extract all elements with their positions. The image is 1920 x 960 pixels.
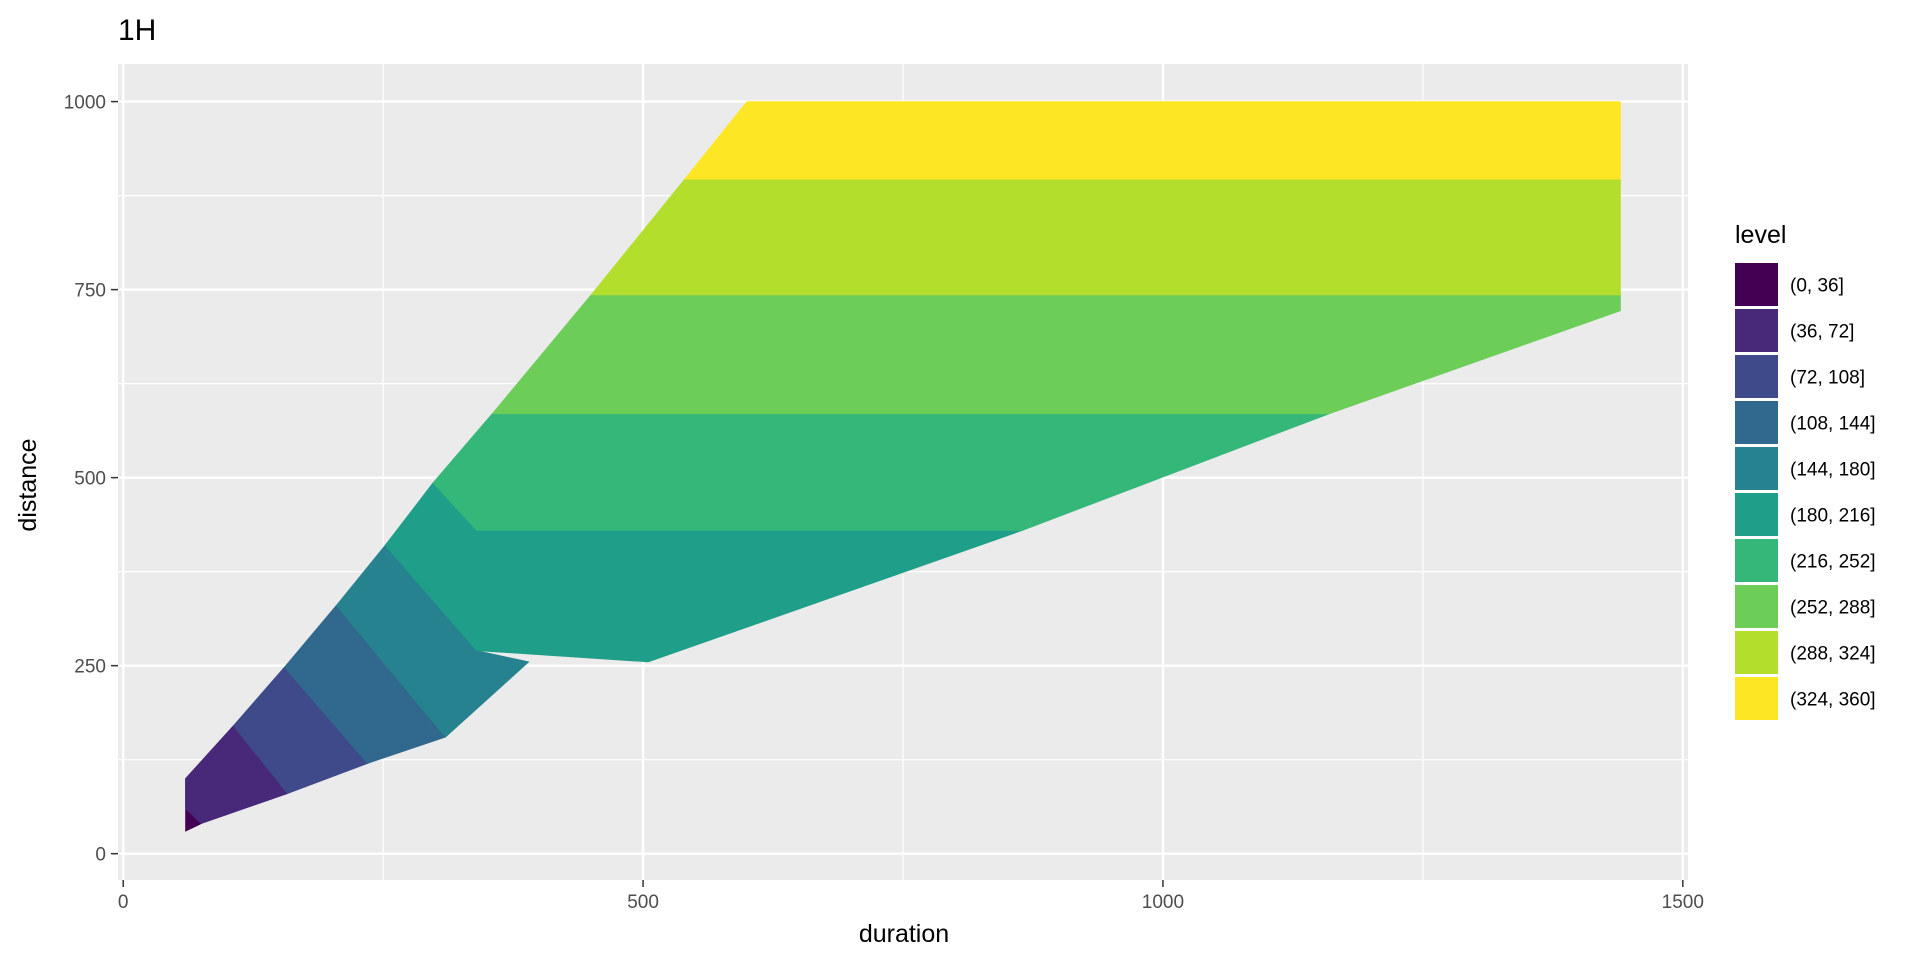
x-axis-title: duration bbox=[859, 920, 949, 948]
contour-band bbox=[590, 178, 1621, 296]
contour-bands bbox=[185, 101, 1621, 832]
legend-title: level bbox=[1735, 221, 1786, 249]
x-tick-label: 1500 bbox=[1662, 892, 1704, 913]
legend-swatch bbox=[1735, 401, 1778, 444]
y-tick-label: 0 bbox=[95, 845, 106, 866]
legend-label: (36, 72] bbox=[1790, 322, 1854, 343]
legend-swatch bbox=[1735, 677, 1778, 720]
legend: level (0, 36] (36, 72] (72, 108] (108, 144]… bbox=[1735, 221, 1876, 720]
legend-label: (0, 36] bbox=[1790, 276, 1844, 297]
x-axis: 0 500 1000 1500 bbox=[118, 880, 1704, 913]
x-tick-label: 1000 bbox=[1142, 892, 1184, 913]
legend-label: (180, 216] bbox=[1790, 506, 1876, 527]
legend-swatch bbox=[1735, 539, 1778, 582]
legend-swatch bbox=[1735, 631, 1778, 674]
legend-swatch bbox=[1735, 355, 1778, 398]
legend-entries: (0, 36] (36, 72] (72, 108] (108, 144] (144, … bbox=[1735, 263, 1876, 720]
contour-band bbox=[185, 725, 289, 825]
contour-band bbox=[432, 413, 1330, 531]
legend-swatch bbox=[1735, 447, 1778, 490]
legend-swatch bbox=[1735, 493, 1778, 536]
y-axis-title: distance bbox=[14, 438, 42, 531]
y-tick-label: 500 bbox=[74, 469, 106, 490]
legend-label: (72, 108] bbox=[1790, 368, 1865, 389]
legend-swatch bbox=[1735, 585, 1778, 628]
legend-label: (324, 360] bbox=[1790, 690, 1876, 711]
x-tick-label: 0 bbox=[118, 892, 129, 913]
y-tick-label: 250 bbox=[74, 657, 106, 678]
y-tick-label: 750 bbox=[74, 281, 106, 302]
legend-swatch bbox=[1735, 309, 1778, 352]
y-axis: 0 250 500 750 1000 bbox=[64, 93, 118, 866]
legend-label: (288, 324] bbox=[1790, 644, 1876, 665]
legend-label: (216, 252] bbox=[1790, 552, 1876, 573]
legend-label: (252, 288] bbox=[1790, 598, 1876, 619]
legend-label: (108, 144] bbox=[1790, 414, 1876, 435]
x-tick-label: 500 bbox=[627, 892, 659, 913]
contour-band bbox=[335, 544, 530, 738]
chart-title: 1H bbox=[118, 14, 156, 47]
y-tick-label: 1000 bbox=[64, 93, 106, 114]
legend-label: (144, 180] bbox=[1790, 460, 1876, 481]
contour-band bbox=[491, 294, 1621, 415]
contour-band bbox=[683, 101, 1621, 180]
legend-swatch bbox=[1735, 263, 1778, 306]
